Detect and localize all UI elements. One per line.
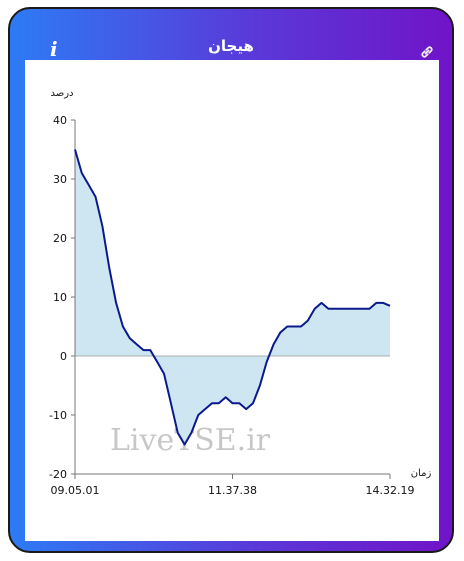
y-tick-label: 0 [60, 350, 67, 363]
info-icon[interactable]: i [50, 37, 58, 61]
x-axis-label: زمان [411, 468, 432, 479]
emotion-chart: LiveTSE.ir درصد زمان -20-1001020304009.0… [49, 88, 432, 497]
y-tick-label: 40 [53, 114, 67, 127]
widget-title: هیجان [208, 37, 254, 55]
y-tick-label: -10 [49, 409, 67, 422]
x-tick-label: 14.32.19 [366, 484, 415, 497]
link-icon[interactable] [418, 43, 436, 61]
y-tick-label: 10 [53, 291, 67, 304]
y-tick-label: -20 [49, 468, 67, 481]
area-fill [75, 149, 390, 445]
y-tick-label: 20 [53, 232, 67, 245]
series-line [74, 149, 391, 446]
x-tick-label: 09.05.01 [51, 484, 100, 497]
chart-panel: LiveTSE.ir درصد زمان -20 -10 0 10 20 30 40 09.0… [25, 60, 439, 541]
y-axis-label: درصد [50, 88, 73, 99]
y-tick-label: 30 [53, 173, 67, 186]
plot-area: -20 -10 0 10 20 30 40 09.05.01 11.37.38 14.32.19 [49, 114, 414, 497]
x-tick-label: 11.37.38 [208, 484, 257, 497]
